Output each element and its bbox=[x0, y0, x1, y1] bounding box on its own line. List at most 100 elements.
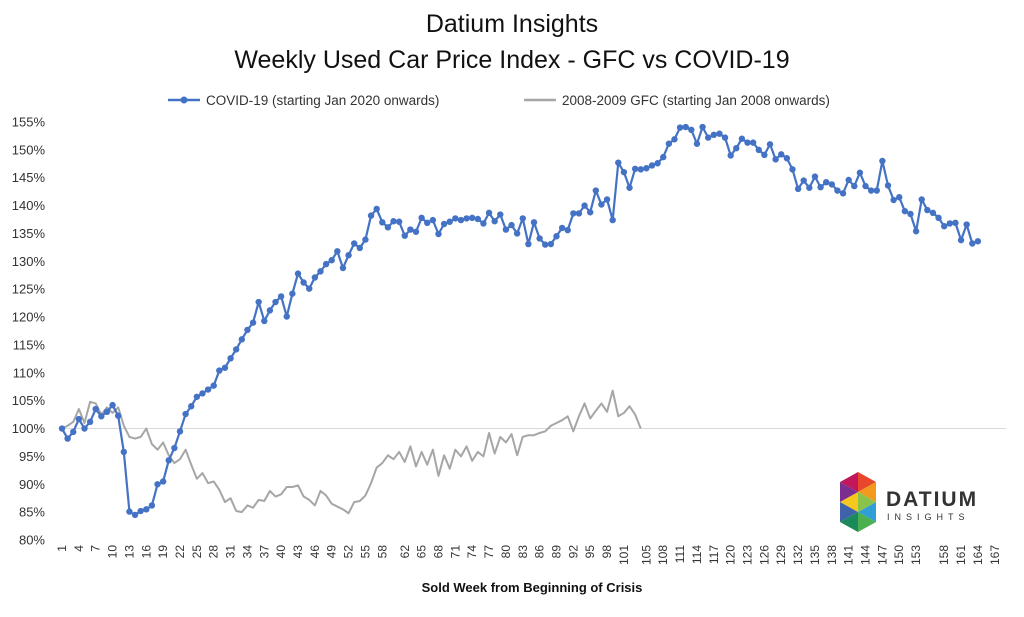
data-point-covid bbox=[704, 134, 712, 141]
x-tick-label: 31 bbox=[224, 545, 238, 559]
data-point-covid bbox=[261, 317, 268, 325]
data-point-covid bbox=[974, 238, 982, 245]
x-tick-label: 95 bbox=[583, 545, 597, 559]
y-tick-label: 125% bbox=[12, 282, 46, 297]
x-tick-label: 83 bbox=[516, 545, 530, 559]
x-tick-label: 55 bbox=[358, 545, 372, 559]
data-point-covid bbox=[884, 182, 892, 189]
data-point-covid bbox=[120, 448, 128, 456]
data-point-covid bbox=[547, 240, 555, 248]
data-point-covid bbox=[103, 408, 111, 416]
y-tick-label: 135% bbox=[12, 226, 46, 241]
data-point-covid bbox=[350, 240, 358, 247]
data-point-covid bbox=[536, 235, 543, 242]
data-point-covid bbox=[390, 218, 397, 225]
data-point-covid bbox=[204, 386, 212, 393]
data-point-covid bbox=[654, 160, 661, 167]
x-tick-label: 52 bbox=[342, 545, 356, 559]
data-point-covid bbox=[671, 136, 678, 143]
x-tick-label: 144 bbox=[859, 545, 873, 565]
data-point-covid bbox=[665, 140, 673, 147]
data-point-covid bbox=[317, 268, 324, 275]
data-point-covid bbox=[339, 264, 347, 272]
data-point-covid bbox=[412, 228, 420, 235]
x-tick-label: 7 bbox=[89, 545, 103, 552]
data-point-covid bbox=[924, 206, 931, 214]
y-axis: 80% 85% 90% 95% 100% 105% 110% 115% 120% 125% 130%… bbox=[12, 115, 46, 548]
data-point-covid bbox=[98, 413, 105, 420]
data-point-covid bbox=[244, 326, 251, 334]
data-point-covid bbox=[227, 355, 234, 362]
x-tick-label: 43 bbox=[291, 545, 305, 559]
data-point-covid bbox=[957, 236, 965, 244]
data-point-covid bbox=[834, 187, 841, 194]
data-point-covid bbox=[749, 139, 757, 146]
x-tick-label: 28 bbox=[207, 545, 221, 559]
data-point-covid bbox=[772, 156, 779, 163]
x-tick-label: 126 bbox=[757, 545, 771, 565]
data-point-covid bbox=[513, 230, 521, 237]
data-point-covid bbox=[890, 196, 897, 204]
data-point-covid bbox=[896, 194, 903, 201]
series-layer bbox=[58, 123, 982, 519]
data-point-covid bbox=[272, 298, 279, 306]
data-point-covid bbox=[429, 216, 437, 224]
x-tick-label: 74 bbox=[465, 545, 479, 559]
data-point-covid bbox=[328, 257, 335, 264]
data-point-covid bbox=[502, 226, 510, 233]
x-tick-label: 132 bbox=[791, 545, 805, 565]
data-point-covid bbox=[744, 139, 751, 146]
x-tick-label: 98 bbox=[600, 545, 614, 559]
data-point-covid bbox=[851, 182, 858, 190]
y-tick-label: 115% bbox=[13, 337, 46, 352]
data-point-covid bbox=[789, 166, 796, 173]
data-point-covid bbox=[935, 214, 942, 222]
data-point-covid bbox=[800, 177, 807, 184]
x-tick-label: 58 bbox=[375, 545, 389, 559]
x-tick-label: 19 bbox=[156, 545, 170, 559]
data-point-covid bbox=[306, 285, 313, 292]
x-tick-label: 101 bbox=[617, 545, 631, 565]
legend-label-gfc: 2008-2009 GFC (starting Jan 2008 onwards… bbox=[562, 93, 830, 108]
data-point-covid bbox=[238, 336, 246, 343]
data-point-covid bbox=[395, 218, 403, 225]
x-tick-label: 164 bbox=[971, 545, 985, 565]
data-point-covid bbox=[255, 298, 262, 306]
x-tick-label: 71 bbox=[448, 545, 462, 559]
x-tick-label: 147 bbox=[875, 545, 889, 565]
data-point-covid bbox=[648, 162, 656, 169]
data-point-covid bbox=[946, 220, 954, 227]
data-point-covid bbox=[806, 184, 813, 191]
data-point-covid bbox=[862, 182, 869, 190]
data-point-covid bbox=[581, 202, 588, 209]
data-point-covid bbox=[367, 212, 375, 219]
data-point-covid bbox=[159, 478, 167, 485]
x-tick-label: 111 bbox=[673, 545, 687, 564]
data-point-covid bbox=[969, 240, 976, 247]
data-point-covid bbox=[952, 219, 959, 227]
data-point-covid bbox=[766, 141, 774, 148]
x-tick-label: 86 bbox=[533, 545, 547, 559]
data-point-covid bbox=[221, 364, 229, 371]
data-point-covid bbox=[311, 274, 319, 281]
data-point-covid bbox=[508, 221, 515, 229]
data-point-covid bbox=[575, 210, 583, 217]
series-covid bbox=[58, 123, 982, 519]
data-point-covid bbox=[716, 130, 723, 137]
data-point-covid bbox=[873, 187, 880, 194]
data-point-covid bbox=[154, 481, 161, 488]
data-point-covid bbox=[86, 418, 94, 426]
data-point-covid bbox=[294, 270, 302, 277]
x-tick-label: 161 bbox=[954, 545, 968, 565]
data-point-covid bbox=[92, 405, 99, 413]
y-tick-label: 80% bbox=[19, 533, 45, 548]
data-point-covid bbox=[109, 401, 116, 409]
data-point-covid bbox=[778, 151, 785, 158]
data-point-covid bbox=[114, 412, 122, 419]
legend-item-covid: COVID-19 (starting Jan 2020 onwards) bbox=[168, 93, 439, 108]
x-tick-label: 138 bbox=[825, 545, 839, 565]
data-point-covid bbox=[542, 241, 549, 248]
data-point-covid bbox=[755, 146, 762, 154]
data-point-covid bbox=[373, 205, 380, 213]
